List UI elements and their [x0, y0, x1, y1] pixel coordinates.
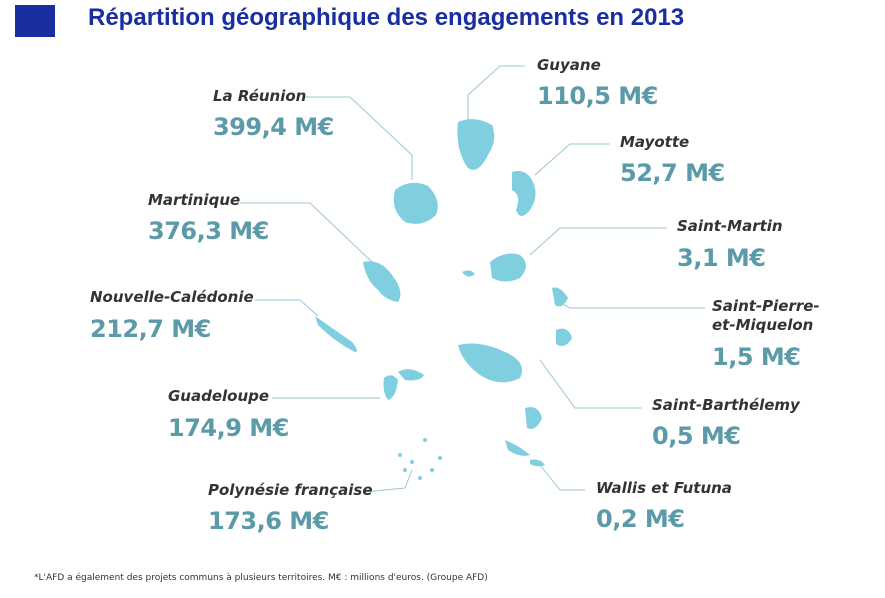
territory-name: Mayotte — [620, 133, 690, 151]
territory-amount: 376,3 M€ — [148, 217, 269, 245]
territory-name: Polynésie française — [208, 481, 373, 499]
title: Répartition géographique des engagements… — [88, 4, 685, 31]
territory-name: Martinique — [148, 191, 241, 209]
territory-amount: 174,9 M€ — [168, 414, 289, 442]
title-square — [15, 5, 55, 37]
territory-name: Guadeloupe — [168, 387, 270, 405]
territory-amount: 0,2 M€ — [596, 505, 685, 533]
territory-name: Wallis et Futuna — [596, 479, 732, 497]
territory-name: Saint-Martin — [677, 217, 783, 235]
territory-amount: 399,4 M€ — [213, 113, 334, 141]
territory-amount: 52,7 M€ — [620, 159, 725, 187]
territory-name: Saint-Barthélemy — [652, 396, 800, 414]
islands — [315, 119, 572, 480]
territory-name: La Réunion — [213, 87, 307, 105]
territory-name: Nouvelle-Calédonie — [90, 288, 254, 306]
footnote: *L'AFD a également des projets communs à… — [34, 573, 488, 583]
territory-amount: 3,1 M€ — [677, 244, 766, 272]
territory-amount: 110,5 M€ — [537, 82, 658, 110]
territory-name: Saint-Pierre-et-Miquelon — [712, 297, 820, 334]
territory-amount: 173,6 M€ — [208, 507, 329, 535]
territory-amount: 0,5 M€ — [652, 422, 741, 450]
territory-amount: 212,7 M€ — [90, 315, 211, 343]
territory-amount: 1,5 M€ — [712, 343, 801, 371]
territory-name: Guyane — [537, 56, 601, 74]
leader-lines — [240, 65, 705, 493]
